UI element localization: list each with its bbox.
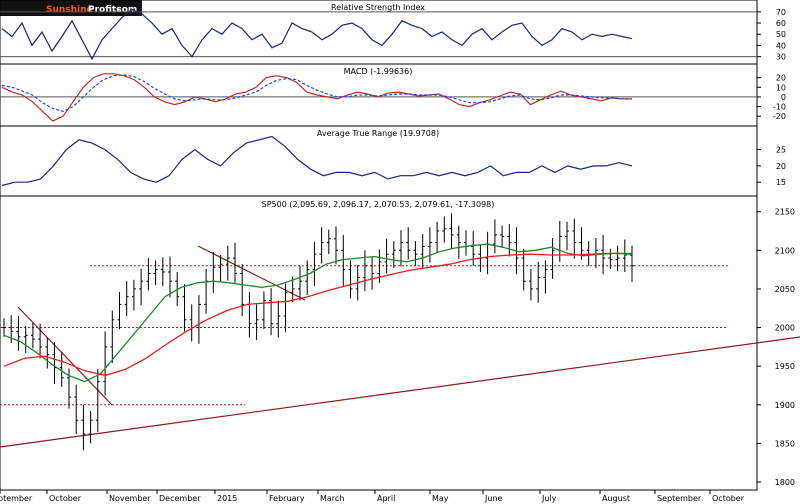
watermark-logo: Sunshine Profits .com: [0, 0, 142, 16]
x-tick-label: June: [484, 494, 503, 503]
x-tick-label: December: [159, 494, 201, 503]
y-tick-label: 1900: [775, 401, 795, 410]
y-tick-label: 2000: [775, 324, 795, 333]
x-tick-label: October: [49, 494, 82, 503]
rsi-title: Relative Strength Index: [331, 3, 425, 12]
y-tick-label: -20: [773, 112, 786, 121]
y-tick-label: 2150: [775, 208, 795, 217]
watermark-brand-c: .com: [113, 5, 137, 15]
moving-average-line: [3, 243, 633, 383]
macd-plot: [1, 73, 632, 122]
x-tick-label: February: [269, 494, 305, 503]
y-tick-label: -10: [773, 103, 786, 112]
x-tick-label: May: [432, 494, 449, 503]
y-tick-label: 2100: [775, 246, 795, 255]
y-tick-label: 20: [776, 74, 786, 83]
long-term-uptrend-line: [0, 336, 800, 448]
y-tick-label: 15: [776, 178, 786, 187]
y-tick-label: 0: [781, 93, 786, 102]
y-tick-label: 1800: [775, 478, 795, 487]
x-axis: September October November December 2015 Febr…: [0, 489, 757, 503]
atr-y-axis: 15 20 25: [757, 146, 786, 187]
series-line: [1, 74, 632, 113]
series-line: [1, 73, 632, 122]
x-tick-label: March: [320, 494, 344, 503]
y-tick-label: 1950: [775, 362, 795, 371]
macd-title: MACD (-1.99636): [344, 67, 413, 76]
rsi-plot: [1, 8, 633, 61]
price-panel: SP500 (2,095.69, 2,096.17, 2,070.53, 2,0…: [0, 195, 800, 491]
downtrend-line-october: [17, 306, 113, 406]
atr-plot: [1, 135, 633, 187]
rsi-y-axis: 30 40 50 60 70: [757, 8, 786, 62]
y-tick-label: 10: [776, 83, 786, 92]
y-tick-label: 2050: [775, 285, 795, 294]
watermark-brand-b: Profits: [88, 5, 122, 15]
price-y-axis: 1800 1850 1900 1950 2000 2050 2100 2150: [757, 208, 795, 487]
x-tick-label: July: [541, 494, 557, 503]
y-tick-label: 25: [776, 146, 786, 155]
trendlines: [0, 245, 800, 448]
rsi-guides: [0, 11, 757, 58]
watermark-brand-a: Sunshine: [46, 5, 93, 15]
y-tick-label: 40: [776, 41, 786, 50]
y-tick-label: 60: [776, 19, 786, 28]
moving-averages: [3, 243, 633, 383]
series-line: [1, 8, 633, 61]
x-tick-label: November: [109, 494, 151, 503]
moving-average-line: [3, 252, 632, 377]
y-tick-label: 20: [776, 162, 786, 171]
price-title: SP500 (2,095.69, 2,096.17, 2,070.53, 2,0…: [262, 200, 495, 209]
x-tick-label: August: [602, 494, 630, 503]
x-tick-label: September: [0, 494, 33, 503]
x-tick-label: October: [712, 494, 745, 503]
series-line: [1, 135, 633, 187]
price-levels: [0, 265, 728, 406]
x-tick-label: April: [377, 494, 395, 503]
x-tick-label: September: [657, 494, 702, 503]
atr-panel: Average True Range (19.9708) 15 20 25: [0, 125, 786, 197]
downtrend-line-december: [197, 245, 306, 301]
x-tick-label: 2015: [217, 494, 237, 503]
y-tick-label: 50: [776, 30, 786, 39]
y-tick-label: 1850: [775, 439, 795, 448]
y-tick-label: 30: [776, 53, 786, 62]
y-tick-label: 70: [776, 8, 786, 17]
atr-title: Average True Range (19.9708): [317, 129, 439, 138]
